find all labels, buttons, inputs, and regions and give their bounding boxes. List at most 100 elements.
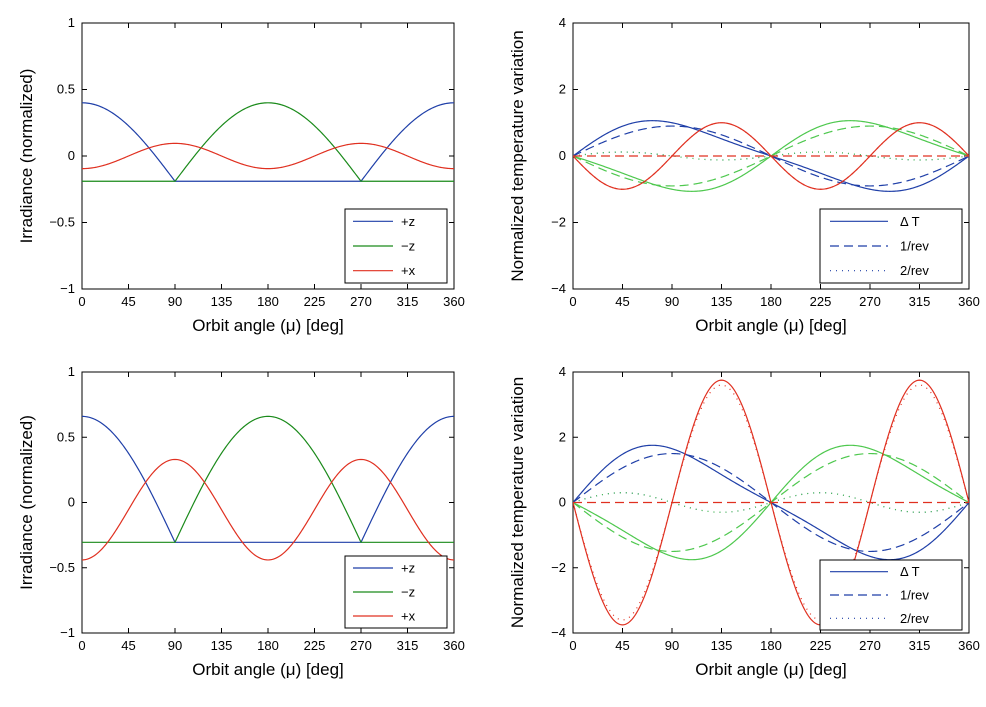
y-tick-label: −4 bbox=[551, 625, 566, 640]
y-axis-label: Normalized temperature variation bbox=[508, 30, 527, 281]
legend-box bbox=[819, 208, 963, 284]
y-tick-label: 2 bbox=[559, 429, 566, 444]
x-tick-label: 360 bbox=[958, 638, 980, 653]
series-line-+z bbox=[82, 102, 454, 182]
x-tick-label: 315 bbox=[397, 294, 419, 309]
y-tick-label: 0.5 bbox=[57, 429, 75, 444]
legend: +z −z +x bbox=[344, 208, 448, 284]
chart-panel-1: 0 45 90 135 180 225 270 315 360 −1 −0.5 0 0.5 1 Orbit … bbox=[17, 15, 465, 335]
x-tick-label: 0 bbox=[78, 638, 85, 653]
y-axis-label: Irradiance (normalized) bbox=[17, 415, 36, 590]
x-axis-label: Orbit angle (μ) [deg] bbox=[192, 660, 344, 679]
legend-label: 1/rev bbox=[900, 239, 929, 254]
x-tick-label: 45 bbox=[615, 294, 629, 309]
x-tick-label: 135 bbox=[711, 638, 733, 653]
y-tick-label: −0.5 bbox=[49, 215, 75, 230]
x-tick-label: 90 bbox=[168, 294, 182, 309]
y-tick-label: −4 bbox=[551, 281, 566, 296]
series-line-+x-dotted bbox=[573, 122, 969, 190]
y-tick-label: −1 bbox=[60, 281, 75, 296]
x-tick-label: 45 bbox=[121, 638, 135, 653]
series-group bbox=[82, 102, 454, 182]
y-tick-label: 4 bbox=[559, 15, 566, 30]
x-tick-label: 315 bbox=[909, 638, 931, 653]
y-tick-label: 0 bbox=[559, 148, 566, 163]
x-tick-label: 270 bbox=[350, 294, 372, 309]
legend-label: Δ T bbox=[900, 564, 920, 579]
legend-label: −z bbox=[401, 585, 415, 600]
legend-label: +x bbox=[401, 609, 416, 624]
series-line-−z-dashed bbox=[573, 125, 969, 187]
y-axis-label: Normalized temperature variation bbox=[508, 377, 527, 628]
series-group bbox=[573, 120, 969, 192]
legend-label: 2/rev bbox=[900, 263, 929, 278]
legend: Δ T 1/rev 2/rev bbox=[819, 208, 963, 284]
x-tick-label: 315 bbox=[909, 294, 931, 309]
x-tick-label: 135 bbox=[211, 294, 233, 309]
y-tick-label: 1 bbox=[68, 15, 75, 30]
x-tick-label: 135 bbox=[211, 638, 233, 653]
chart-panel-2: 0 45 90 135 180 225 270 315 360 −4 −2 0 2 4 Orbit angl… bbox=[508, 15, 980, 335]
y-tick-label: 0 bbox=[68, 148, 75, 163]
x-tick-label: 45 bbox=[615, 638, 629, 653]
x-tick-label: 180 bbox=[257, 294, 279, 309]
x-tick-label: 0 bbox=[569, 294, 576, 309]
y-tick-label: −0.5 bbox=[49, 560, 75, 575]
x-tick-label: 180 bbox=[257, 638, 279, 653]
x-tick-label: 270 bbox=[859, 638, 881, 653]
series-group bbox=[573, 379, 969, 626]
x-axis-label: Orbit angle (μ) [deg] bbox=[695, 316, 847, 335]
y-axis-label: Irradiance (normalized) bbox=[17, 69, 36, 244]
x-tick-label: 225 bbox=[810, 294, 832, 309]
legend-label: Δ T bbox=[900, 214, 920, 229]
legend-label: +x bbox=[401, 263, 416, 278]
y-tick-label: −1 bbox=[60, 625, 75, 640]
series-line-−z bbox=[82, 415, 454, 543]
x-axis-label: Orbit angle (μ) [deg] bbox=[695, 660, 847, 679]
x-tick-label: 225 bbox=[810, 638, 832, 653]
x-tick-label: 225 bbox=[304, 294, 326, 309]
series-line-+x bbox=[82, 458, 454, 561]
chart-panel-4: 0 45 90 135 180 225 270 315 360 −4 −2 0 2 4 Orbit angl… bbox=[508, 364, 980, 679]
x-tick-label: 180 bbox=[760, 294, 782, 309]
series-group bbox=[82, 415, 454, 561]
x-tick-label: 90 bbox=[665, 638, 679, 653]
series-line-+x bbox=[82, 142, 454, 170]
y-tick-label: −2 bbox=[551, 560, 566, 575]
x-tick-label: 0 bbox=[78, 294, 85, 309]
x-tick-label: 225 bbox=[304, 638, 326, 653]
x-axis-label: Orbit angle (μ) [deg] bbox=[192, 316, 344, 335]
y-tick-label: 0 bbox=[68, 495, 75, 510]
legend-box bbox=[819, 559, 963, 631]
x-tick-label: 315 bbox=[397, 638, 419, 653]
x-tick-label: 45 bbox=[121, 294, 135, 309]
x-tick-label: 270 bbox=[350, 638, 372, 653]
y-tick-label: 2 bbox=[559, 82, 566, 97]
x-tick-label: 90 bbox=[168, 638, 182, 653]
x-tick-label: 0 bbox=[569, 638, 576, 653]
chart-panel-3: 0 45 90 135 180 225 270 315 360 −1 −0.5 0 0.5 1 Orbit … bbox=[17, 364, 465, 679]
x-tick-label: 360 bbox=[443, 294, 465, 309]
x-tick-label: 360 bbox=[958, 294, 980, 309]
x-tick-label: 135 bbox=[711, 294, 733, 309]
legend-label: 2/rev bbox=[900, 611, 929, 626]
legend: +z −z +x bbox=[344, 555, 448, 629]
y-tick-label: 1 bbox=[68, 364, 75, 379]
legend-label: +z bbox=[401, 214, 415, 229]
y-tick-label: 0 bbox=[559, 495, 566, 510]
series-line-+z-dashed bbox=[573, 125, 969, 187]
legend-label: −z bbox=[401, 239, 415, 254]
series-line-+z bbox=[82, 415, 454, 543]
legend-label: +z bbox=[401, 561, 415, 576]
x-tick-label: 90 bbox=[665, 294, 679, 309]
y-tick-label: −2 bbox=[551, 215, 566, 230]
y-tick-label: 4 bbox=[559, 364, 566, 379]
x-tick-label: 270 bbox=[859, 294, 881, 309]
x-tick-label: 180 bbox=[760, 638, 782, 653]
x-tick-label: 360 bbox=[443, 638, 465, 653]
series-line-−z bbox=[82, 102, 454, 182]
legend-label: 1/rev bbox=[900, 588, 929, 603]
legend: Δ T 1/rev 2/rev bbox=[819, 559, 963, 631]
y-tick-label: 0.5 bbox=[57, 82, 75, 97]
